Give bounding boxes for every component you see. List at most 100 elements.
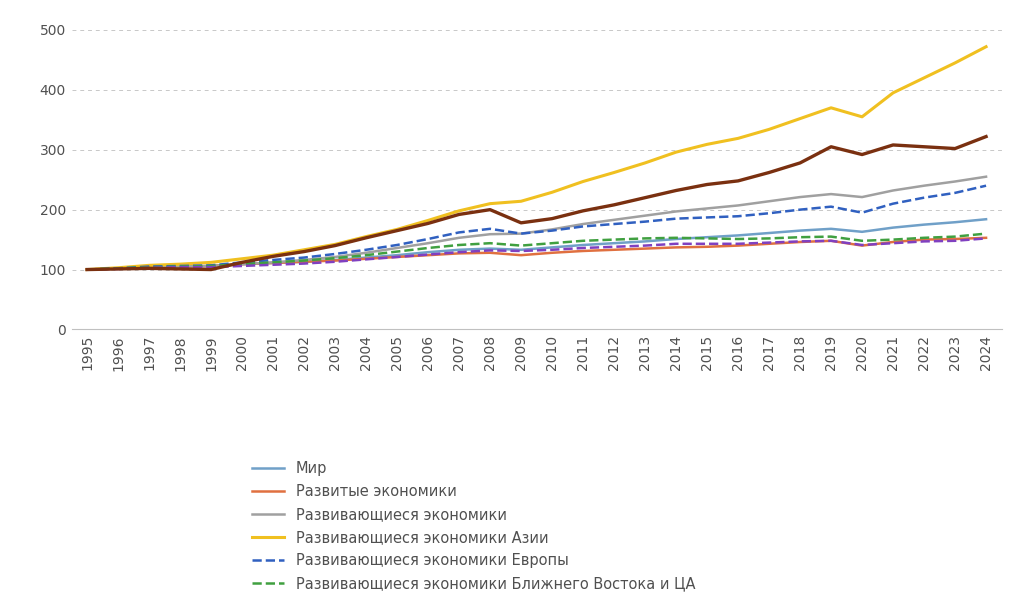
Развивающиеся экономики Африки [732, 240, 744, 247]
Развивающиеся экономики Азии [390, 226, 403, 233]
Развитые экономики [422, 252, 434, 259]
Развивающиеся экономики Азии [204, 259, 217, 266]
Развивающиеся экономики Азии [763, 126, 776, 133]
Развивающиеся экономики [236, 261, 248, 268]
Развивающиеся экономики Ближнего Востока и ЦА [483, 240, 496, 247]
Развивающиеся экономики [360, 249, 372, 256]
Казахстан [204, 266, 217, 273]
Развивающиеся экономики Европы [608, 220, 620, 228]
Мир [267, 259, 279, 267]
Развивающиеся экономики Ближнего Востока и ЦА [422, 244, 434, 252]
Мир [483, 245, 496, 252]
Развитые экономики [329, 257, 341, 264]
Мир [204, 262, 217, 270]
Развивающиеся экономики [111, 265, 124, 272]
Развивающиеся экономики Азии [483, 200, 496, 207]
Развивающиеся экономики Азии [948, 59, 961, 66]
Мир [143, 264, 155, 271]
Развивающиеся экономики Азии [453, 207, 465, 214]
Line: Развивающиеся экономики Азии: Развивающиеся экономики Азии [87, 47, 986, 270]
Развивающиеся экономики [856, 193, 869, 201]
Казахстан [81, 266, 93, 273]
Казахстан [515, 219, 527, 226]
Развитые экономики [639, 245, 651, 252]
Развивающиеся экономики Ближнего Востока и ЦА [297, 257, 310, 264]
Казахстан [297, 248, 310, 255]
Развивающиеся экономики Ближнего Востока и ЦА [143, 264, 155, 271]
Развивающиеся экономики Азии [174, 261, 186, 268]
Казахстан [174, 265, 186, 273]
Развивающиеся экономики Азии [918, 74, 930, 81]
Мир [297, 258, 310, 265]
Казахстан [763, 169, 776, 176]
Развивающиеся экономики Ближнего Востока и ЦА [174, 263, 186, 270]
Развивающиеся экономики Европы [174, 262, 186, 270]
Казахстан [111, 265, 124, 273]
Казахстан [794, 159, 806, 167]
Развитые экономики [483, 249, 496, 256]
Развивающиеся экономики [948, 178, 961, 185]
Развивающиеся экономики Азии [887, 89, 899, 96]
Казахстан [546, 215, 558, 222]
Казахстан [980, 133, 992, 140]
Казахстан [329, 242, 341, 249]
Развивающиеся экономики [669, 208, 682, 215]
Развивающиеся экономики Ближнего Востока и ЦА [267, 259, 279, 266]
Развивающиеся экономики [887, 187, 899, 194]
Legend: Мир, Развитые экономики, Развивающиеся экономики, Развивающиеся экономики Азии, : Мир, Развитые экономики, Развивающиеся э… [246, 455, 701, 599]
Казахстан [918, 143, 930, 150]
Развивающиеся экономики Европы [422, 235, 434, 243]
Казахстан [856, 151, 869, 158]
Развивающиеся экономики Европы [236, 259, 248, 266]
Казахстан [453, 211, 465, 218]
Развивающиеся экономики [143, 264, 155, 271]
Развивающиеся экономики Африки [390, 253, 403, 261]
Развивающиеся экономики Африки [111, 265, 124, 273]
Мир [422, 249, 434, 256]
Развивающиеся экономики Африки [918, 238, 930, 245]
Мир [763, 229, 776, 237]
Развивающиеся экономики Азии [639, 159, 651, 167]
Развитые экономики [267, 259, 279, 267]
Развивающиеся экономики Европы [546, 227, 558, 234]
Развивающиеся экономики Ближнего Востока и ЦА [918, 234, 930, 241]
Развитые экономики [546, 249, 558, 256]
Развитые экономики [204, 262, 217, 270]
Line: Казахстан: Казахстан [87, 137, 986, 270]
Развивающиеся экономики Азии [856, 113, 869, 120]
Казахстан [948, 145, 961, 152]
Развивающиеся экономики Европы [483, 225, 496, 232]
Развивающиеся экономики Ближнего Востока и ЦА [763, 235, 776, 242]
Развивающиеся экономики Европы [825, 203, 837, 210]
Развивающиеся экономики Европы [576, 223, 589, 230]
Развивающиеся экономики Азии [980, 43, 992, 50]
Развивающиеся экономики Африки [856, 241, 869, 249]
Развивающиеся экономики Ближнего Востока и ЦА [360, 252, 372, 259]
Развивающиеся экономики Европы [515, 230, 527, 237]
Развивающиеся экономики Азии [669, 149, 682, 156]
Развитые экономики [81, 266, 93, 273]
Развивающиеся экономики [267, 259, 279, 266]
Line: Развитые экономики: Развитые экономики [87, 238, 986, 270]
Развивающиеся экономики Ближнего Востока и ЦА [111, 265, 124, 272]
Развивающиеся экономики Ближнего Востока и ЦА [515, 242, 527, 249]
Развивающиеся экономики Европы [980, 182, 992, 189]
Развивающиеся экономики [297, 256, 310, 264]
Развивающиеся экономики Европы [267, 256, 279, 264]
Развитые экономики [887, 238, 899, 246]
Развивающиеся экономики Африки [360, 256, 372, 263]
Казахстан [825, 143, 837, 150]
Развитые экономики [236, 261, 248, 268]
Развивающиеся экономики Азии [267, 252, 279, 259]
Line: Развивающиеся экономики Ближнего Востока и ЦА: Развивающиеся экономики Ближнего Востока… [87, 234, 986, 270]
Развивающиеся экономики Европы [918, 194, 930, 201]
Развивающиеся экономики Ближнего Востока и ЦА [204, 262, 217, 270]
Казахстан [669, 187, 682, 194]
Развивающиеся экономики [204, 262, 217, 270]
Развивающиеся экономики Азии [825, 104, 837, 111]
Развивающиеся экономики [422, 240, 434, 247]
Развитые экономики [297, 258, 310, 265]
Развитые экономики [360, 255, 372, 262]
Казахстан [732, 177, 744, 184]
Развивающиеся экономики [329, 253, 341, 261]
